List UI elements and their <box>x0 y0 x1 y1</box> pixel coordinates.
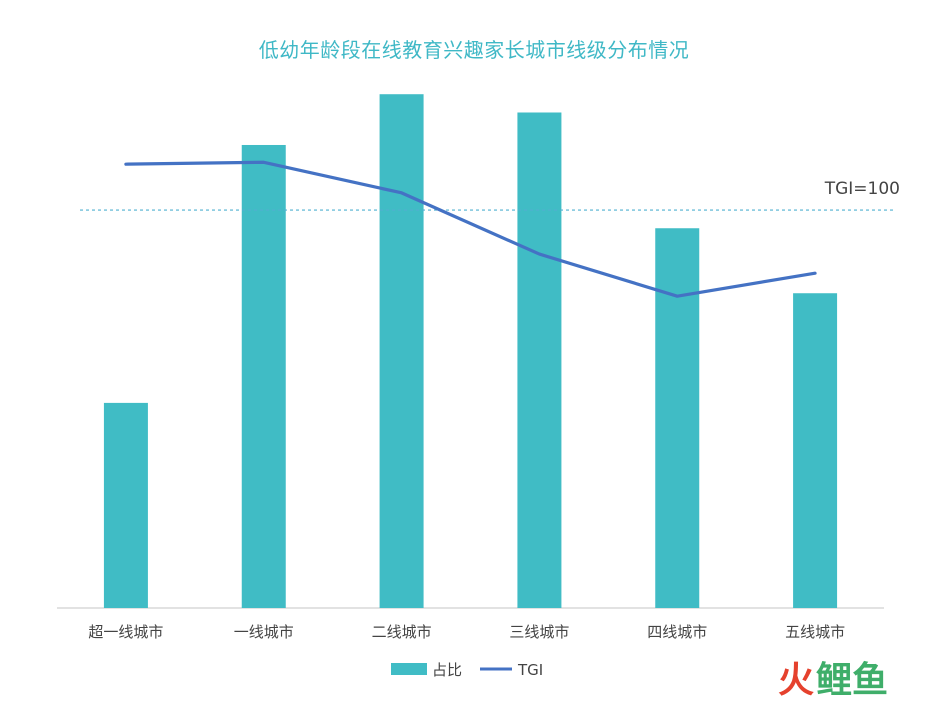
category-label-1: 一线城市 <box>234 623 294 641</box>
legend-line-label: TGI <box>517 661 543 679</box>
category-label-3: 三线城市 <box>509 623 569 641</box>
category-label-5: 五线城市 <box>785 623 845 641</box>
category-label-4: 四线城市 <box>647 623 707 641</box>
tgi-line <box>124 160 817 298</box>
legend-bar-label: 占比 <box>432 661 462 679</box>
bar-1 <box>241 144 286 608</box>
watermark-text: 鲤鱼 <box>816 660 888 701</box>
watermark-logo: 火 鲤鱼 <box>778 660 888 701</box>
chart-title: 低幼年龄段在线教育兴趣家长城市线级分布情况 <box>258 38 690 62</box>
watermark-mark: 火 <box>778 660 814 701</box>
category-labels: 超一线城市 一线城市 二线城市 三线城市 四线城市 五线城市 <box>88 623 845 641</box>
legend-bar-swatch <box>391 663 427 675</box>
tgi-reference-label: TGI=100 <box>824 179 900 199</box>
bar-4 <box>655 228 700 608</box>
bar-2 <box>379 94 424 608</box>
category-label-2: 二线城市 <box>372 623 432 641</box>
bar-series <box>103 94 838 608</box>
legend: 占比 TGI <box>391 661 543 679</box>
category-label-0: 超一线城市 <box>88 623 163 641</box>
bar-5 <box>793 293 838 608</box>
bar-3 <box>517 112 562 608</box>
bar-0 <box>103 402 148 608</box>
